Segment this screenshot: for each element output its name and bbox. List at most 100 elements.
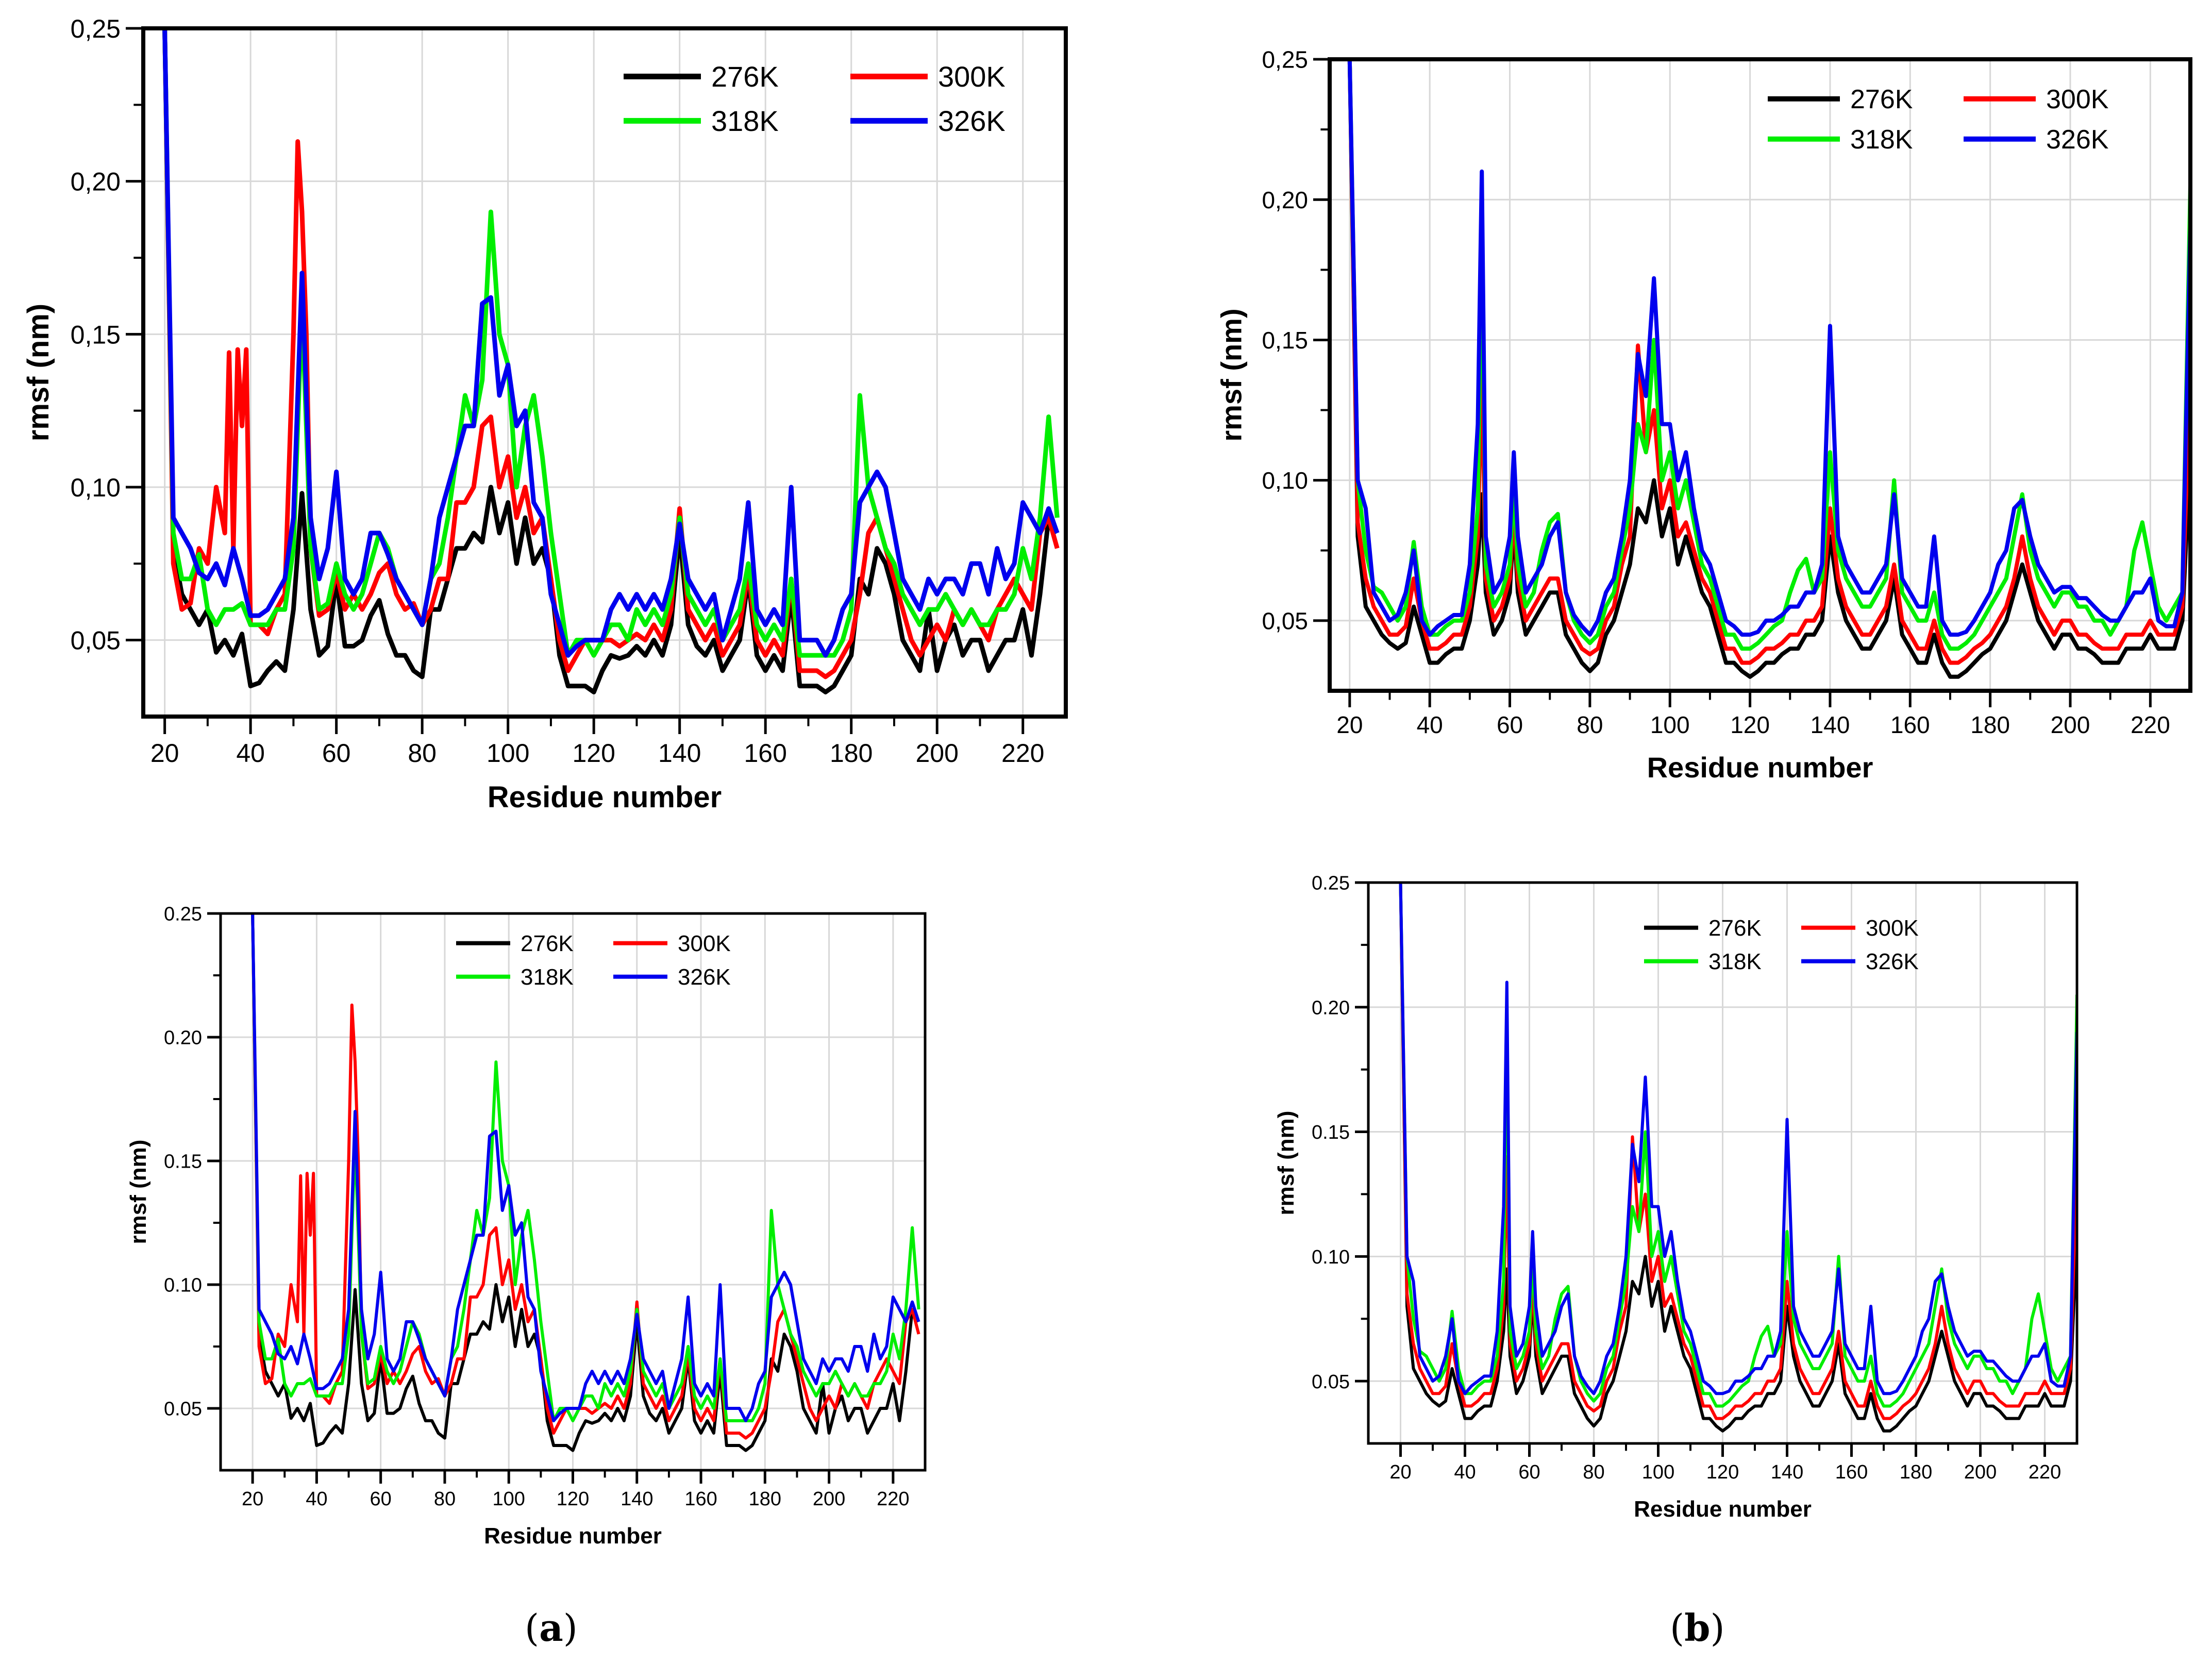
x-tick-label: 220 xyxy=(1001,739,1044,768)
x-axis-label: Residue number xyxy=(1634,1497,1812,1522)
x-tick-label: 220 xyxy=(877,1488,909,1510)
y-tick-label: 0.20 xyxy=(1312,997,1350,1019)
legend-label-318K: 318K xyxy=(521,965,574,990)
legend-label-276K: 276K xyxy=(521,931,574,956)
y-axis-label: rmsf (nm) xyxy=(22,304,55,441)
x-tick-label: 160 xyxy=(684,1488,717,1510)
legend-label-326K: 326K xyxy=(2046,125,2109,155)
y-tick-label: 0,10 xyxy=(1262,467,1308,494)
x-tick-label: 60 xyxy=(370,1488,392,1510)
x-tick-label: 220 xyxy=(2131,711,2170,738)
y-tick-label: 0.05 xyxy=(164,1399,202,1420)
legend-label-326K: 326K xyxy=(678,965,731,990)
legend-label-276K: 276K xyxy=(1850,85,1913,114)
legend-label-326K: 326K xyxy=(938,105,1006,137)
x-tick-label: 100 xyxy=(487,739,529,768)
legend-label-318K: 318K xyxy=(711,105,779,137)
x-tick-label: 120 xyxy=(1730,711,1770,738)
x-tick-label: 120 xyxy=(1706,1461,1739,1483)
x-tick-label: 60 xyxy=(322,739,351,768)
x-tick-label: 160 xyxy=(744,739,786,768)
y-axis-label: rmsf (nm) xyxy=(1273,1111,1299,1216)
x-tick-label: 40 xyxy=(236,739,265,768)
caption-a-letter: a xyxy=(539,1606,563,1650)
legend-label-300K: 300K xyxy=(2046,85,2109,114)
series-group-top-left xyxy=(162,28,1060,694)
y-tick-label: 0.20 xyxy=(164,1027,202,1049)
x-tick-label: 180 xyxy=(830,739,873,768)
legend-label-318K: 318K xyxy=(1850,125,1913,155)
chart-top-right: 20 40 60 80 100 120 140 160 180 200 220 0,05 0,10 0,1… xyxy=(1215,46,2192,784)
x-tick-label: 140 xyxy=(1811,711,1850,738)
chart-bottom-right: 20 40 60 80 100 120 140 160 180 200 220 0.05 0.10 0.1… xyxy=(1273,873,2079,1522)
y-tick-label: 0,20 xyxy=(1262,187,1308,213)
x-tick-label: 140 xyxy=(621,1488,653,1510)
legend-label-276K: 276K xyxy=(711,60,779,93)
x-tick-label: 40 xyxy=(306,1488,327,1510)
x-tick-label: 100 xyxy=(493,1488,525,1510)
x-tick-label: 200 xyxy=(1964,1461,1997,1483)
caption-b-letter: b xyxy=(1684,1606,1711,1650)
y-tick-label: 0,25 xyxy=(71,14,121,43)
x-tick-label: 200 xyxy=(813,1488,845,1510)
y-tick-label: 0.25 xyxy=(1312,873,1350,894)
x-tick-label: 40 xyxy=(1454,1461,1476,1483)
series-line-326K xyxy=(1399,883,2077,1395)
plot-frame xyxy=(1328,57,2192,693)
x-tick-label: 120 xyxy=(572,739,615,768)
x-axis-label: Residue number xyxy=(484,1523,662,1549)
y-tick-label: 0,15 xyxy=(1262,327,1308,354)
x-axis-label: Residue number xyxy=(488,780,722,814)
y-tick-label: 0.25 xyxy=(164,904,202,925)
x-tick-label: 180 xyxy=(749,1488,781,1510)
y-axis-label: rmsf (nm) xyxy=(1215,308,1247,441)
y-tick-label: 0,10 xyxy=(71,473,121,502)
series-line-318K xyxy=(162,28,1060,658)
y-tick-label: 0.10 xyxy=(1312,1246,1350,1268)
x-tick-label: 20 xyxy=(1336,711,1363,738)
x-tick-label: 20 xyxy=(150,739,179,768)
legend-bottom-right: 276K 300K 318K 326K xyxy=(1644,916,1919,974)
series-group-bottom-right xyxy=(1399,883,2077,1433)
chart-bottom-left: 20 40 60 80 100 120 140 160 180 200 220 0.05 0.10 0.1… xyxy=(126,904,927,1549)
legend-label-300K: 300K xyxy=(1866,916,1919,941)
legend-label-300K: 300K xyxy=(678,931,731,956)
grid-bottom-right xyxy=(1368,882,2077,1443)
x-tick-label: 200 xyxy=(2051,711,2090,738)
y-tick-label: 0,05 xyxy=(1262,607,1308,634)
plot-frame xyxy=(141,26,1068,719)
y-tick-label: 0.15 xyxy=(1312,1122,1350,1143)
legend-top-left: 276K 300K 318K 326K xyxy=(624,60,1006,137)
series-line-326K xyxy=(251,913,920,1422)
series-group-bottom-left xyxy=(251,913,920,1452)
x-tick-label: 200 xyxy=(916,739,959,768)
series-line-326K xyxy=(1347,59,2190,637)
x-tick-label: 220 xyxy=(2029,1461,2061,1483)
series-line-276K xyxy=(162,28,1060,694)
legend-label-318K: 318K xyxy=(1708,949,1762,974)
x-tick-label: 100 xyxy=(1650,711,1690,738)
x-tick-label: 140 xyxy=(658,739,701,768)
chart-top-left: 20 40 60 80 100 120 140 160 180 200 220 0,05 0,10 0,1… xyxy=(22,14,1068,814)
y-tick-label: 0,05 xyxy=(71,626,121,655)
x-tick-label: 20 xyxy=(242,1488,263,1510)
x-tick-label: 60 xyxy=(1497,711,1523,738)
legend-label-300K: 300K xyxy=(938,60,1006,93)
x-axis-label: Residue number xyxy=(1647,751,1873,784)
x-tick-label: 80 xyxy=(1577,711,1603,738)
x-tick-label: 160 xyxy=(1835,1461,1868,1483)
x-tick-label: 180 xyxy=(1970,711,2010,738)
y-tick-label: 0.15 xyxy=(164,1151,202,1173)
y-tick-label: 0.10 xyxy=(164,1275,202,1297)
series-group-top-right xyxy=(1347,59,2190,679)
x-tick-label: 40 xyxy=(1417,711,1443,738)
series-line-318K xyxy=(251,913,920,1422)
y-tick-label: 0,20 xyxy=(71,168,121,196)
legend-label-326K: 326K xyxy=(1866,949,1919,974)
y-tick-label: 0,15 xyxy=(71,320,121,349)
y-axis-label: rmsf (nm) xyxy=(126,1140,151,1244)
x-tick-label: 80 xyxy=(1583,1461,1604,1483)
legend-label-276K: 276K xyxy=(1708,916,1762,941)
caption-b: (b) xyxy=(1670,1606,1725,1650)
